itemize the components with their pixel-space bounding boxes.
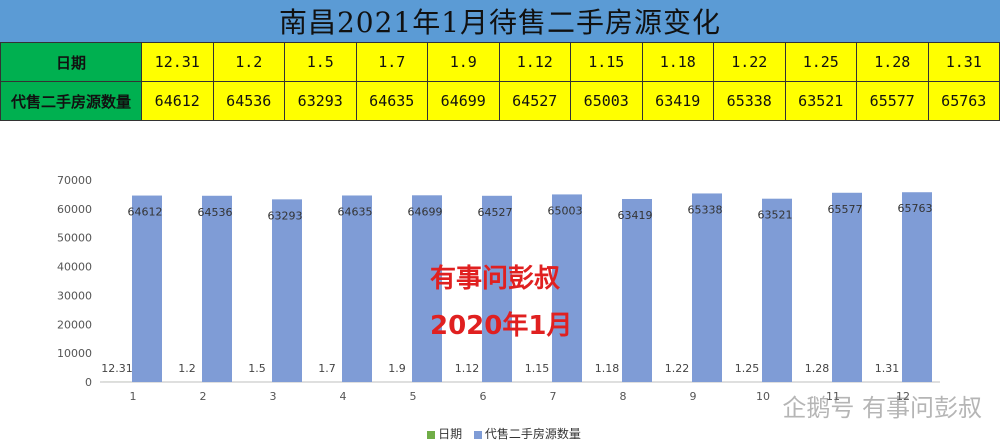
data-label-count: 64612 <box>128 206 163 219</box>
data-label-count: 63419 <box>618 209 653 222</box>
count-cell: 65003 <box>570 81 643 121</box>
data-label-count: 63293 <box>268 209 303 222</box>
page-title: 南昌2021年1月待售二手房源变化 <box>0 0 1000 42</box>
data-label-date: 1.25 <box>735 362 760 375</box>
row-header-date: 日期 <box>0 42 142 82</box>
watermark-line2: 2020年1月 <box>430 311 573 341</box>
legend-swatch-date <box>427 430 436 439</box>
bar-count <box>412 195 442 382</box>
y-tick-label: 40000 <box>57 261 92 274</box>
legend-swatch-count <box>473 430 482 439</box>
count-cell: 65338 <box>713 81 786 121</box>
date-cell: 1.31 <box>927 42 1000 82</box>
y-tick-label: 30000 <box>57 289 92 302</box>
data-table: 日期 12.31 1.2 1.5 1.7 1.9 1.12 1.15 1.18 … <box>0 42 1000 121</box>
date-cell: 12.31 <box>141 42 214 82</box>
count-cell: 63293 <box>284 81 357 121</box>
x-tick-label: 3 <box>270 390 277 403</box>
table-row-counts: 代售二手房源数量 64612 64536 63293 64635 64699 6… <box>0 81 1000 121</box>
y-tick-label: 20000 <box>57 318 92 331</box>
x-tick-label: 10 <box>756 390 770 403</box>
count-cell: 65763 <box>927 81 1000 121</box>
count-cell: 64527 <box>498 81 571 121</box>
bar-count <box>552 194 582 382</box>
y-tick-label: 60000 <box>57 203 92 216</box>
bar-count <box>762 198 792 382</box>
bar-count <box>692 193 722 382</box>
x-tick-label: 5 <box>410 390 417 403</box>
watermark-line1: 有事问彭叔 <box>430 264 561 294</box>
date-cell: 1.5 <box>284 42 357 82</box>
x-tick-label: 4 <box>340 390 347 403</box>
x-tick-label: 1 <box>130 390 137 403</box>
bar-count <box>272 199 302 382</box>
count-cell: 64699 <box>427 81 500 121</box>
data-label-date: 1.9 <box>388 362 406 375</box>
date-cell: 1.28 <box>856 42 929 82</box>
bar-count <box>132 195 162 382</box>
data-label-count: 65763 <box>898 202 933 215</box>
date-cell: 1.2 <box>212 42 285 82</box>
data-label-date: 1.2 <box>178 362 196 375</box>
legend-label-count: 代售二手房源数量 <box>484 427 581 441</box>
x-tick-label: 8 <box>620 390 627 403</box>
bar-count <box>202 195 232 382</box>
date-cell: 1.7 <box>355 42 428 82</box>
y-tick-label: 10000 <box>57 347 92 360</box>
data-label-count: 65338 <box>688 203 723 216</box>
data-label-count: 63521 <box>758 209 793 222</box>
y-tick-label: 0 <box>85 376 92 389</box>
data-label-date: 1.31 <box>875 362 900 375</box>
y-tick-label: 50000 <box>57 232 92 245</box>
count-cell: 64536 <box>212 81 285 121</box>
data-label-date: 1.5 <box>248 362 266 375</box>
x-tick-label: 12 <box>896 390 910 403</box>
data-label-date: 1.12 <box>455 362 480 375</box>
count-cell: 64612 <box>141 81 214 121</box>
data-label-count: 64536 <box>198 206 233 219</box>
brand-watermark-text: 企鹅号 有事问彭叔 <box>782 394 982 422</box>
data-label-date: 1.28 <box>805 362 830 375</box>
row-header-count: 代售二手房源数量 <box>0 81 142 121</box>
count-cell: 65577 <box>856 81 929 121</box>
data-label-count: 64699 <box>408 205 443 218</box>
chart-legend: 日期 代售二手房源数量 <box>0 425 1000 442</box>
data-label-date: 1.18 <box>595 362 620 375</box>
x-tick-label: 11 <box>826 390 840 403</box>
date-cell: 1.15 <box>570 42 643 82</box>
count-cell: 63521 <box>784 81 857 121</box>
data-label-count: 64635 <box>338 205 373 218</box>
x-tick-label: 9 <box>690 390 697 403</box>
bar-count <box>902 192 932 382</box>
date-cell: 1.22 <box>713 42 786 82</box>
brand-watermark: 企鹅号 有事问彭叔 <box>782 388 982 423</box>
date-cell: 1.9 <box>427 42 500 82</box>
bar-count <box>832 192 862 382</box>
data-label-date: 12.31 <box>101 362 133 375</box>
count-cell: 63419 <box>641 81 714 121</box>
table-row-dates: 日期 12.31 1.2 1.5 1.7 1.9 1.12 1.15 1.18 … <box>0 42 1000 82</box>
bar-count <box>482 195 512 382</box>
bar-count <box>622 198 652 382</box>
data-label-count: 65003 <box>548 204 583 217</box>
x-tick-label: 6 <box>480 390 487 403</box>
x-tick-label: 7 <box>550 390 557 403</box>
data-label-count: 65577 <box>828 203 863 216</box>
data-label-date: 1.15 <box>525 362 550 375</box>
x-tick-label: 2 <box>200 390 207 403</box>
data-label-count: 64527 <box>478 206 513 219</box>
date-cell: 1.12 <box>498 42 571 82</box>
legend-label-date: 日期 <box>438 427 463 441</box>
date-cell: 1.18 <box>641 42 714 82</box>
y-tick-label: 70000 <box>57 174 92 187</box>
count-cell: 64635 <box>355 81 428 121</box>
date-cell: 1.25 <box>784 42 857 82</box>
data-label-date: 1.22 <box>665 362 690 375</box>
bar-chart: 0 10000 20000 30000 40000 50000 60000 70000 12.3… <box>57 174 940 403</box>
data-label-date: 1.7 <box>318 362 336 375</box>
bar-count <box>342 195 372 382</box>
